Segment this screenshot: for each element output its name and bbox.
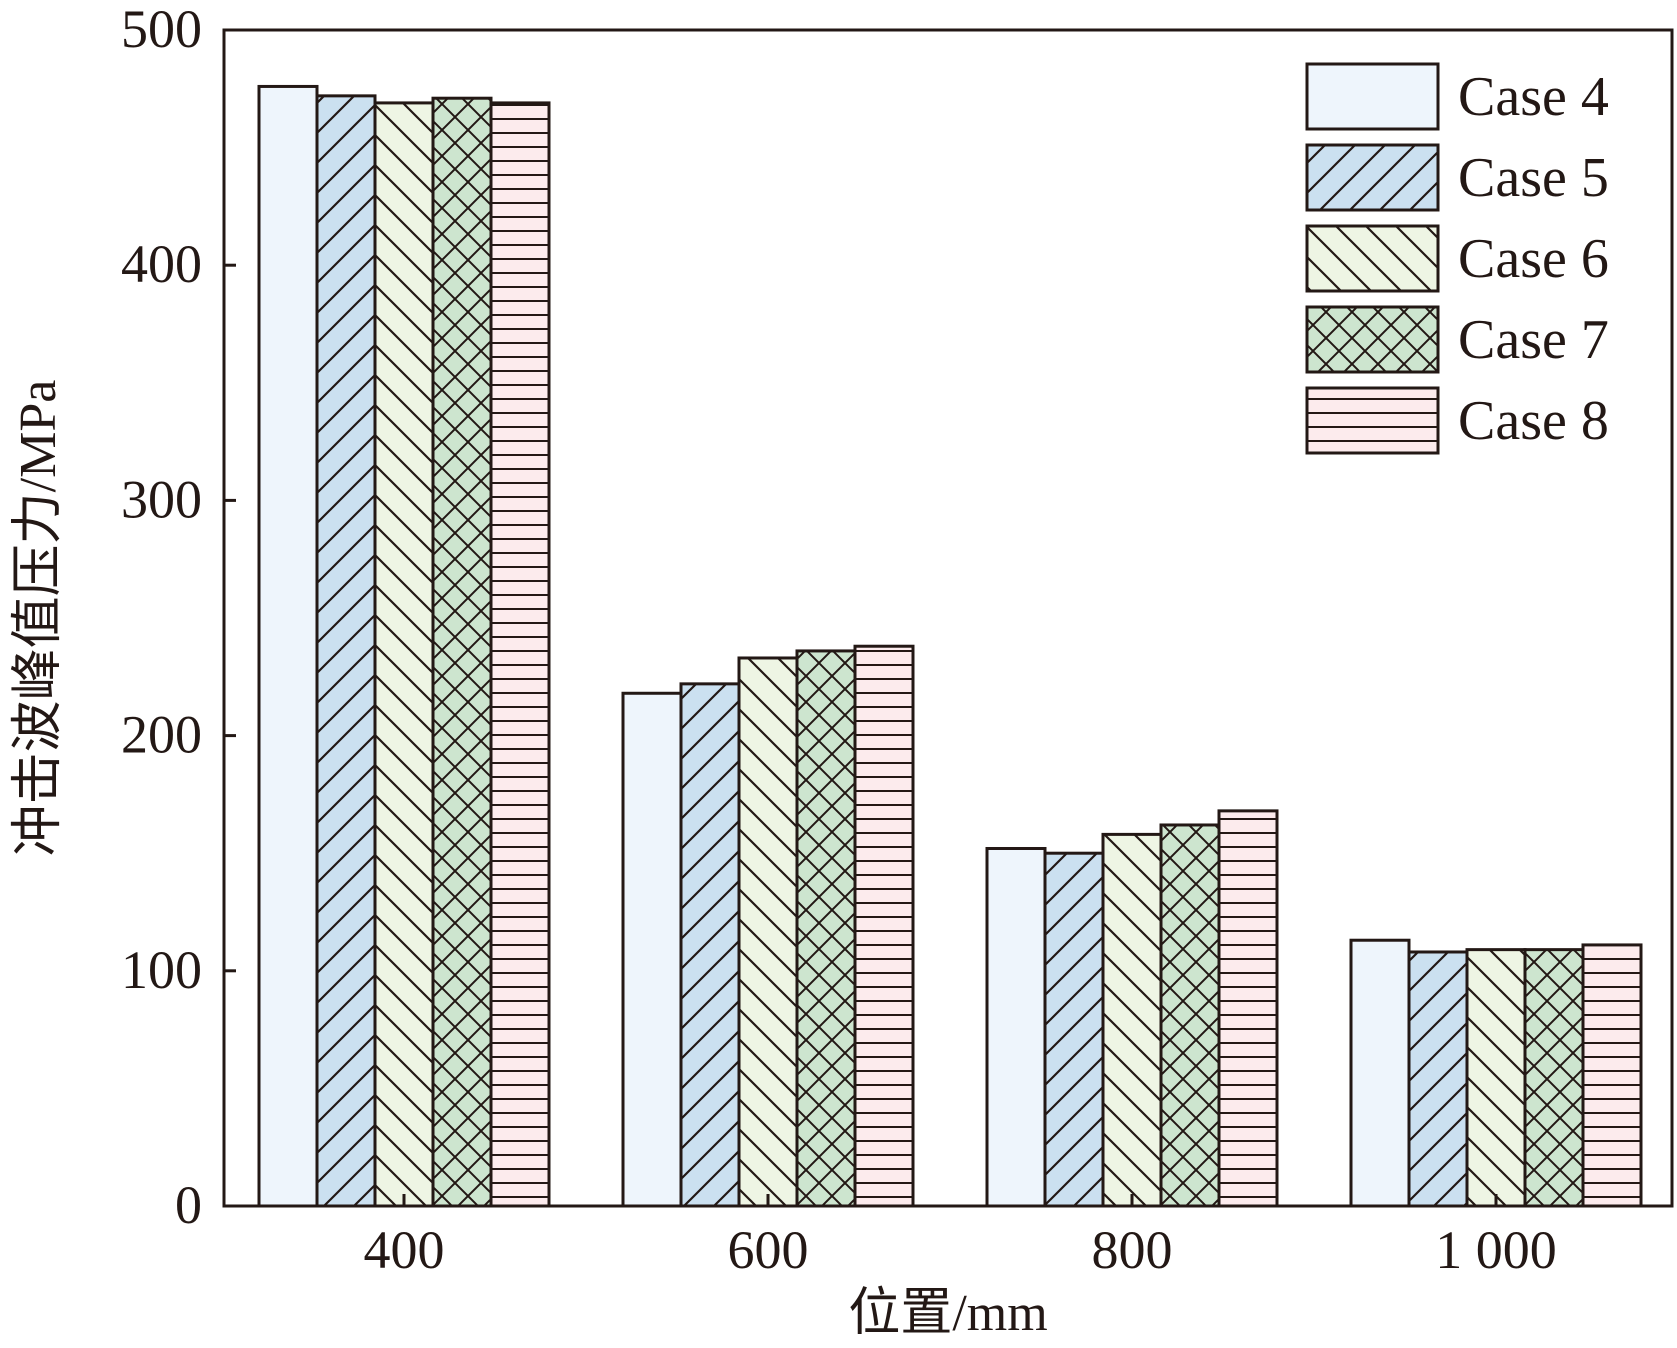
axis-layer: 0 100 200 300 400 500 400 600 800 1 000 bbox=[121, 0, 1557, 1280]
bar-case-7-400 bbox=[431, 96, 493, 1208]
bar-case-4-600 bbox=[621, 691, 683, 1208]
bar-case-8-1000 bbox=[1581, 943, 1643, 1208]
bar-case-4-800 bbox=[985, 846, 1047, 1208]
bar-case-5-600 bbox=[679, 682, 741, 1208]
legend-label-case-4: Case 4 bbox=[1458, 66, 1609, 128]
y-axis-title: 冲击波峰值压力/MPa bbox=[10, 380, 67, 857]
bar-case-6-600 bbox=[737, 656, 799, 1208]
bar-case-6-1000 bbox=[1465, 948, 1527, 1208]
bar-case-4-1000 bbox=[1349, 938, 1411, 1208]
legend-swatch-case-6 bbox=[1305, 224, 1440, 293]
x-tick-label: 400 bbox=[364, 1220, 445, 1280]
bar-case-7-600 bbox=[795, 649, 857, 1208]
x-tick-label: 800 bbox=[1092, 1220, 1173, 1280]
legend-swatch-case-4 bbox=[1305, 62, 1440, 131]
x-tick-label: 600 bbox=[728, 1220, 809, 1280]
legend: Case 4 Case 5 Case 6 Case 7 Case 8 bbox=[1305, 62, 1609, 455]
x-tick-label: 1 000 bbox=[1435, 1220, 1557, 1280]
legend-label-case-6: Case 6 bbox=[1458, 228, 1609, 290]
bar-case-7-1000 bbox=[1523, 948, 1585, 1208]
bar-case-5-1000 bbox=[1407, 950, 1469, 1208]
bar-case-6-800 bbox=[1101, 832, 1163, 1208]
bar-case-6-400 bbox=[373, 101, 435, 1208]
bar-case-5-800 bbox=[1043, 851, 1105, 1208]
y-tick-label: 300 bbox=[121, 469, 202, 529]
legend-label-case-7: Case 7 bbox=[1458, 309, 1609, 371]
plot-area-frame bbox=[222, 28, 1674, 1208]
y-tick-label: 400 bbox=[121, 234, 202, 294]
legend-swatch-case-5 bbox=[1305, 143, 1440, 212]
y-tick-label: 500 bbox=[121, 0, 202, 59]
legend-swatch-case-8 bbox=[1305, 386, 1440, 455]
y-tick-label: 0 bbox=[175, 1175, 202, 1235]
bar-case-8-800 bbox=[1217, 809, 1279, 1208]
legend-swatch-case-7 bbox=[1305, 305, 1440, 374]
x-axis-title: 位置/mm bbox=[848, 1285, 1047, 1342]
bar-case-8-400 bbox=[489, 101, 551, 1208]
bar-case-7-800 bbox=[1159, 823, 1221, 1208]
bar-case-5-400 bbox=[315, 94, 377, 1208]
legend-label-case-8: Case 8 bbox=[1458, 390, 1609, 452]
bars-layer bbox=[257, 84, 1643, 1208]
y-tick-label: 200 bbox=[121, 705, 202, 765]
y-tick-label: 100 bbox=[121, 940, 202, 1000]
bar-case-8-600 bbox=[853, 644, 915, 1208]
bar-case-4-400 bbox=[257, 84, 319, 1208]
legend-label-case-5: Case 5 bbox=[1458, 147, 1609, 209]
